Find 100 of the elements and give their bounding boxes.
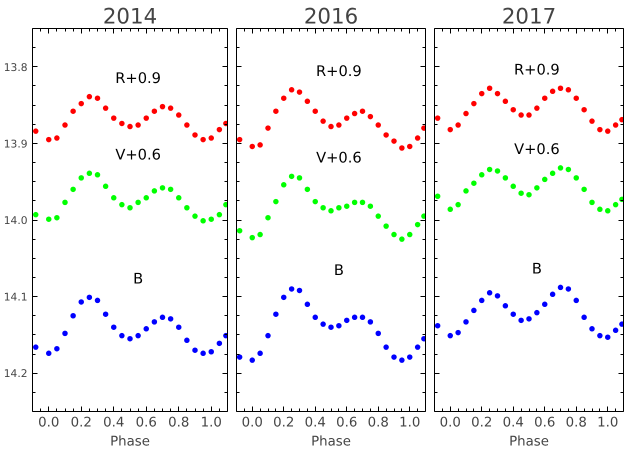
point	[200, 350, 206, 356]
point	[494, 90, 500, 96]
point	[526, 112, 532, 118]
point	[281, 95, 286, 101]
point	[70, 313, 76, 318]
point	[250, 234, 255, 240]
point	[135, 200, 141, 206]
point	[208, 349, 214, 354]
point	[605, 208, 610, 214]
point	[86, 294, 92, 300]
point	[605, 334, 610, 340]
point	[352, 110, 358, 116]
point	[265, 214, 271, 220]
point	[200, 136, 206, 142]
point	[455, 202, 461, 208]
point	[119, 202, 125, 208]
point	[192, 132, 198, 138]
point	[102, 105, 108, 111]
point	[566, 87, 572, 93]
point	[581, 314, 587, 320]
point	[208, 135, 214, 141]
point	[296, 175, 302, 181]
point	[399, 357, 405, 363]
point	[184, 205, 190, 210]
point	[33, 212, 38, 218]
point	[479, 90, 484, 96]
point	[78, 100, 84, 106]
point	[597, 332, 603, 338]
point	[168, 316, 174, 322]
point	[54, 214, 60, 220]
point	[192, 213, 198, 219]
point	[160, 314, 166, 320]
point	[581, 186, 587, 192]
point	[94, 95, 100, 101]
point	[376, 213, 381, 219]
point	[216, 126, 222, 132]
point	[471, 308, 477, 314]
point	[566, 286, 572, 292]
point	[152, 108, 158, 114]
point	[344, 203, 350, 209]
text: B	[133, 270, 144, 288]
point	[86, 94, 92, 100]
x-tick-label: 0.6	[534, 416, 556, 430]
series-label: R+0.9	[316, 62, 362, 80]
series-label: V+0.6	[115, 146, 161, 164]
point	[352, 314, 358, 320]
point	[33, 344, 38, 350]
x-tick-label: 0.2	[471, 416, 492, 430]
point	[542, 176, 548, 182]
point	[273, 108, 279, 114]
point	[62, 200, 68, 206]
point	[407, 144, 412, 150]
point	[273, 311, 279, 317]
point	[542, 302, 548, 308]
point	[273, 198, 279, 204]
point	[494, 168, 500, 174]
point	[216, 340, 222, 346]
point	[127, 336, 133, 342]
point	[486, 290, 492, 296]
point	[421, 213, 426, 219]
point	[70, 186, 76, 192]
series-label: V+0.6	[514, 141, 560, 158]
point	[86, 170, 92, 176]
point	[223, 202, 228, 208]
point	[320, 118, 326, 124]
point	[542, 95, 548, 101]
series-label: R+0.9	[115, 70, 162, 87]
point	[304, 302, 310, 308]
series-label: V+0.6	[316, 149, 362, 166]
point	[391, 354, 397, 360]
x-tick-label: 0.0	[242, 416, 263, 430]
point	[296, 288, 302, 294]
point	[518, 318, 524, 324]
point	[407, 354, 412, 360]
point	[144, 115, 149, 121]
x-tick-label: 0.8	[168, 416, 190, 430]
series-label: B	[532, 260, 542, 278]
point	[510, 106, 516, 112]
point	[619, 321, 624, 327]
point	[344, 115, 350, 121]
x-tick-label: 0.4	[103, 416, 124, 430]
point	[502, 303, 508, 309]
point	[144, 326, 149, 332]
point	[471, 100, 477, 106]
point	[518, 112, 524, 118]
point	[558, 86, 564, 91]
point	[414, 222, 420, 228]
point	[534, 105, 540, 111]
point	[526, 316, 532, 322]
point	[160, 104, 166, 110]
point	[471, 180, 477, 186]
point	[550, 88, 556, 94]
point	[360, 200, 366, 206]
point	[589, 326, 595, 332]
point	[494, 293, 500, 299]
point	[360, 314, 366, 320]
point	[216, 212, 222, 218]
chart-title: 2014	[102, 4, 158, 30]
x-tick-label: 0.8	[368, 416, 389, 430]
point	[479, 172, 484, 178]
